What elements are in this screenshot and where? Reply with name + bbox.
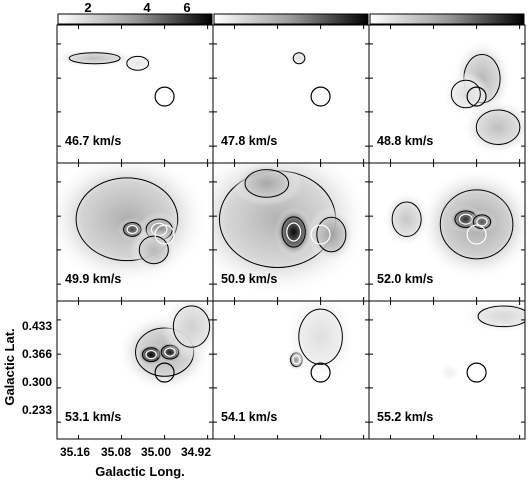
x-tick-label: 34.92 (181, 445, 211, 459)
contour-line (476, 217, 488, 227)
channel-panel: 50.9 km/s (212, 162, 370, 302)
emission-blob (462, 99, 525, 156)
emission-blob (130, 227, 178, 273)
y-tick-label: 0.233 (22, 403, 52, 417)
colorbar (213, 13, 369, 25)
x-tick-label: 35.16 (60, 445, 90, 459)
reference-circle (310, 224, 331, 245)
emission-blob (467, 210, 497, 234)
panel-frame (368, 300, 526, 440)
emission-blob (289, 49, 309, 68)
axis-labels: 0.433 0.366 0.300 0.233 35.16 35.08 35.0… (2, 319, 211, 479)
velocity-label: 47.8 km/s (221, 134, 277, 148)
channel-panel: 53.1 km/s (56, 300, 214, 440)
channel-panel: 49.9 km/s (56, 162, 214, 302)
contour-line (126, 224, 139, 235)
colorbar-tick-label: 6 (183, 0, 190, 15)
panel-background (213, 25, 369, 163)
reference-circle (310, 86, 331, 107)
velocity-label: 52.0 km/s (377, 272, 433, 286)
emission-blob (161, 301, 213, 361)
velocity-label: 50.9 km/s (221, 272, 277, 286)
velocity-label: 49.9 km/s (65, 272, 121, 286)
emission-blob (442, 71, 490, 117)
colorbar (369, 13, 525, 25)
contour-line (439, 189, 514, 260)
y-tick-label: 0.366 (22, 347, 52, 361)
channel-panel: 46.7 km/s (56, 24, 214, 164)
colorbar-tick-label: 2 (84, 0, 91, 15)
velocity-label: 55.2 km/s (377, 410, 433, 424)
emission-blob (57, 49, 137, 68)
emission-blob (462, 301, 525, 334)
velocity-label: 46.7 km/s (65, 134, 121, 148)
colorbar (57, 13, 213, 25)
contour-line (244, 169, 290, 198)
y-axis-label: Galactic Lat. (2, 328, 17, 405)
emission-blob (440, 363, 460, 382)
y-tick-label: 0.300 (22, 375, 52, 389)
contour-line (75, 177, 179, 262)
emission-blob (231, 163, 303, 206)
contour-line (450, 79, 481, 109)
velocity-label: 48.8 km/s (377, 134, 433, 148)
emission-blob (243, 63, 291, 109)
contour-line (281, 216, 306, 248)
contour-line (138, 235, 169, 265)
panels: 46.7 km/s 47.8 km/s 48.8 km/s 49.9 km/s 50.9… (56, 24, 526, 440)
emission-blob (274, 207, 313, 257)
reference-circle (154, 362, 175, 383)
contour-line (472, 214, 492, 230)
channel-panel: 54.1 km/s (212, 300, 370, 440)
channel-panel: 55.2 km/s (368, 300, 526, 440)
colorbars: 2 4 6 (57, 0, 525, 25)
reference-circle (154, 86, 175, 107)
contour-line (68, 52, 121, 65)
channel-panel: 47.8 km/s (212, 24, 370, 164)
x-tick-label: 35.08 (101, 445, 131, 459)
contour-line (292, 52, 306, 65)
emission-blob (119, 52, 156, 75)
contour-line (286, 222, 302, 242)
contour-line (126, 55, 150, 71)
contour-line (298, 308, 343, 365)
emission-blob (307, 206, 356, 263)
contour-line (391, 201, 422, 237)
channel-panel: 48.8 km/s (368, 24, 526, 164)
x-axis-label: Galactic Long. (95, 464, 185, 479)
reference-circle (466, 362, 487, 383)
reference-circle (466, 224, 487, 245)
contour-line (172, 305, 211, 348)
emission-blob (285, 301, 357, 382)
contour-line (316, 216, 347, 253)
contour-line (477, 305, 525, 328)
velocity-label: 53.1 km/s (65, 410, 121, 424)
channel-panel: 52.0 km/s (368, 162, 526, 302)
reference-circle (154, 224, 175, 245)
contour-line (475, 109, 521, 145)
panel-background (57, 25, 213, 163)
reference-circle (466, 86, 487, 107)
colorbar-tick-label: 4 (143, 0, 151, 15)
x-tick-label: 35.00 (141, 445, 171, 459)
velocity-label: 54.1 km/s (221, 410, 277, 424)
emission-blob (382, 191, 431, 248)
y-tick-label: 0.433 (22, 319, 52, 333)
reference-circle (310, 362, 331, 383)
